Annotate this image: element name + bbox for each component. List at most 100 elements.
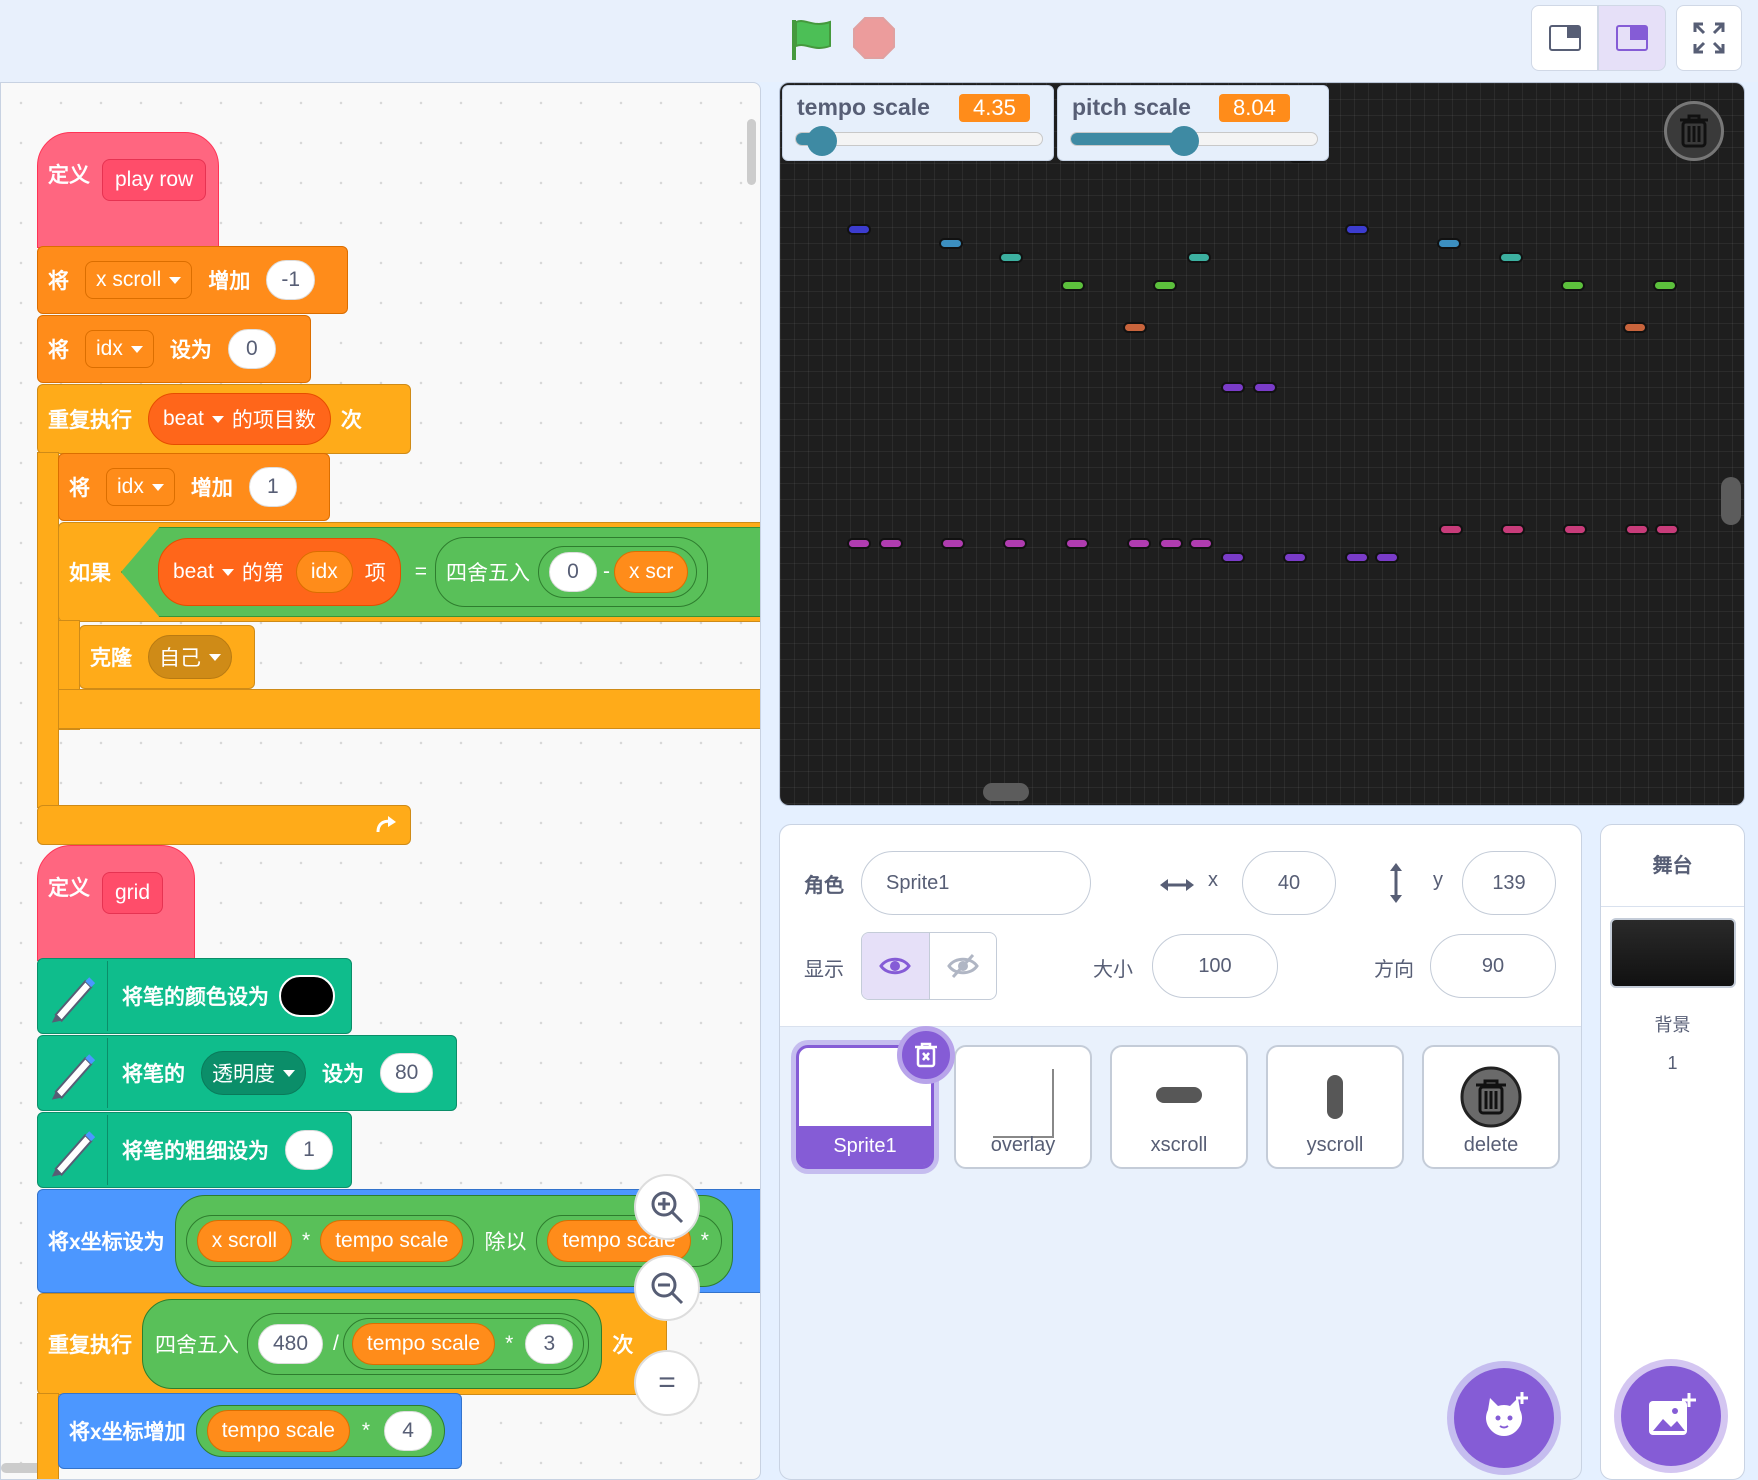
- y-input[interactable]: 139: [1462, 851, 1556, 915]
- note-dot: [1253, 382, 1277, 393]
- show-button[interactable]: [862, 933, 930, 999]
- clone-target-name: 自己: [159, 647, 201, 670]
- define-grid-block[interactable]: 定义 grid: [37, 845, 195, 961]
- note-dot: [1153, 280, 1177, 291]
- monitor-slider-knob[interactable]: [806, 126, 837, 156]
- fullscreen-button[interactable]: [1676, 5, 1742, 71]
- trash-icon[interactable]: [1664, 101, 1724, 161]
- delete-sprite-button[interactable]: [897, 1026, 955, 1084]
- zoom-reset-button[interactable]: =: [634, 1350, 700, 1416]
- choose-backdrop-button[interactable]: [1621, 1366, 1721, 1466]
- xscroll-variable-reporter[interactable]: x scr: [614, 551, 689, 593]
- sprite-tile-delete[interactable]: delete: [1422, 1045, 1560, 1169]
- set-pen-color-block[interactable]: 将笔的颜色设为: [37, 958, 352, 1034]
- x-input[interactable]: 40: [1242, 851, 1336, 915]
- repeat-beat-block[interactable]: 重复执行 beat 的项目数 次: [37, 384, 411, 454]
- sprite-tile-xscroll[interactable]: xscroll: [1110, 1045, 1248, 1169]
- number-input[interactable]: 3: [525, 1324, 574, 1364]
- pitch-scale-monitor[interactable]: pitch scale 8.04: [1057, 85, 1329, 161]
- sprite-tile-name: overlay: [990, 1134, 1056, 1156]
- number-input[interactable]: -1: [266, 260, 316, 300]
- stage-vertical-scrollbar[interactable]: [1721, 477, 1741, 525]
- zoom-in-button[interactable]: [634, 1174, 700, 1240]
- repeat-grid-block[interactable]: 重复执行 四舍五入 480 / tempo scale * 3 次: [37, 1293, 667, 1395]
- sprite-tile-yscroll[interactable]: yscroll: [1266, 1045, 1404, 1169]
- create-clone-block[interactable]: 克隆 自己: [79, 625, 255, 689]
- equals-operator[interactable]: beat 的第 idx 项 = 四舍五入 0 - x scr: [121, 527, 760, 617]
- item-of-list-reporter[interactable]: beat 的第 idx 项: [158, 538, 401, 606]
- variable-dropdown[interactable]: idx: [85, 330, 154, 368]
- note-dot: [1061, 280, 1085, 291]
- size-value: 100: [1198, 954, 1232, 977]
- dropdown-caret-icon: [169, 276, 182, 284]
- multiply-operator[interactable]: tempo scale *: [536, 1215, 722, 1267]
- item-of-label: 的第: [241, 562, 284, 585]
- define-play-row-block[interactable]: 定义 play row: [37, 132, 219, 248]
- note-dot: [1221, 552, 1245, 563]
- direction-input[interactable]: 90: [1430, 934, 1556, 998]
- block-op: 设为: [169, 339, 212, 362]
- idx-variable-reporter[interactable]: idx: [295, 551, 353, 593]
- sprite-name-input[interactable]: Sprite1: [861, 851, 1091, 915]
- variable-dropdown[interactable]: x scroll: [85, 261, 193, 299]
- direction-label: 方向: [1374, 959, 1414, 981]
- tempo-scale-reporter[interactable]: tempo scale: [206, 1410, 350, 1452]
- stage-canvas[interactable]: tempo scale 4.35 pitch scale 8.04: [779, 82, 1745, 806]
- change-x-block[interactable]: 将x坐标增加 tempo scale * 4: [58, 1393, 462, 1469]
- round-operator[interactable]: 四舍五入 480 / tempo scale * 3: [142, 1299, 603, 1389]
- number-input[interactable]: 1: [285, 1130, 333, 1170]
- note-dot: [1221, 382, 1245, 393]
- code-vertical-scrollbar[interactable]: [747, 119, 756, 185]
- tempo-scale-monitor[interactable]: tempo scale 4.35: [782, 85, 1054, 161]
- multiply-operator[interactable]: tempo scale * 4: [195, 1405, 446, 1457]
- note-dot: [1625, 524, 1649, 535]
- stop-icon[interactable]: [852, 16, 896, 60]
- set-pen-size-block[interactable]: 将笔的粗细设为 1: [37, 1112, 352, 1188]
- note-dot: [939, 238, 963, 249]
- set-pen-transparency-block[interactable]: 将笔的 透明度 设为 80: [37, 1035, 457, 1111]
- code-horizontal-scrollbar[interactable]: [1, 1463, 53, 1473]
- clone-target-dropdown[interactable]: 自己: [148, 635, 232, 679]
- hide-button[interactable]: [930, 933, 997, 999]
- change-xscroll-block[interactable]: 将 x scroll 增加 -1: [37, 246, 348, 314]
- round-operator[interactable]: 四舍五入 0 - x scr: [435, 537, 709, 607]
- code-area[interactable]: 定义 play row 将 x scroll 增加 -1 将 idx 设为 0 …: [0, 82, 761, 1480]
- list-length-reporter[interactable]: beat 的项目数: [148, 393, 331, 445]
- pen-color-label: 将笔的颜色设为: [122, 986, 269, 1009]
- number-input[interactable]: 0: [227, 329, 276, 369]
- note-dot: [1187, 252, 1211, 263]
- tempo-scale-reporter[interactable]: tempo scale: [547, 1220, 691, 1262]
- number-input[interactable]: 480: [258, 1324, 324, 1364]
- green-flag-icon[interactable]: [788, 16, 834, 62]
- number-input[interactable]: 0: [549, 552, 597, 592]
- block-verb: 将: [48, 270, 69, 293]
- choose-sprite-button[interactable]: [1454, 1368, 1554, 1468]
- dropdown-caret-icon: [221, 568, 234, 576]
- subtract-operator[interactable]: 0 - x scr: [538, 546, 698, 598]
- size-input[interactable]: 100: [1152, 934, 1278, 998]
- normal-stage-button[interactable]: [1598, 5, 1666, 71]
- multiply-operator[interactable]: tempo scale * 3: [342, 1318, 585, 1370]
- number-input[interactable]: 80: [380, 1053, 434, 1093]
- monitor-slider-knob[interactable]: [1168, 126, 1199, 156]
- color-swatch[interactable]: [279, 975, 335, 1017]
- tempo-scale-reporter[interactable]: tempo scale: [320, 1220, 464, 1262]
- list-name: beat: [173, 560, 214, 583]
- if-block[interactable]: 如果 beat 的第 idx 项 = 四舍五入 0 - x scr: [58, 522, 760, 622]
- xscroll-variable-reporter[interactable]: x scroll: [196, 1220, 293, 1262]
- stage-horizontal-scrollbar[interactable]: [983, 783, 1029, 801]
- variable-dropdown[interactable]: idx: [106, 468, 175, 506]
- multiply-operator[interactable]: x scroll * tempo scale: [185, 1215, 475, 1267]
- trash-icon: [915, 1042, 937, 1068]
- number-input[interactable]: 4: [384, 1411, 433, 1451]
- number-input[interactable]: 1: [248, 467, 297, 507]
- change-idx-block[interactable]: 将 idx 增加 1: [58, 453, 330, 521]
- divide-operator[interactable]: 480 / tempo scale * 3: [247, 1313, 590, 1375]
- tempo-scale-reporter[interactable]: tempo scale: [351, 1323, 496, 1365]
- set-idx-block[interactable]: 将 idx 设为 0: [37, 315, 311, 383]
- pen-param-dropdown[interactable]: 透明度: [201, 1051, 306, 1095]
- zoom-out-button[interactable]: [634, 1255, 700, 1321]
- small-stage-button[interactable]: [1531, 5, 1598, 71]
- visibility-toggle: [861, 932, 997, 1000]
- sprite-tile-overlay[interactable]: overlay: [954, 1045, 1092, 1169]
